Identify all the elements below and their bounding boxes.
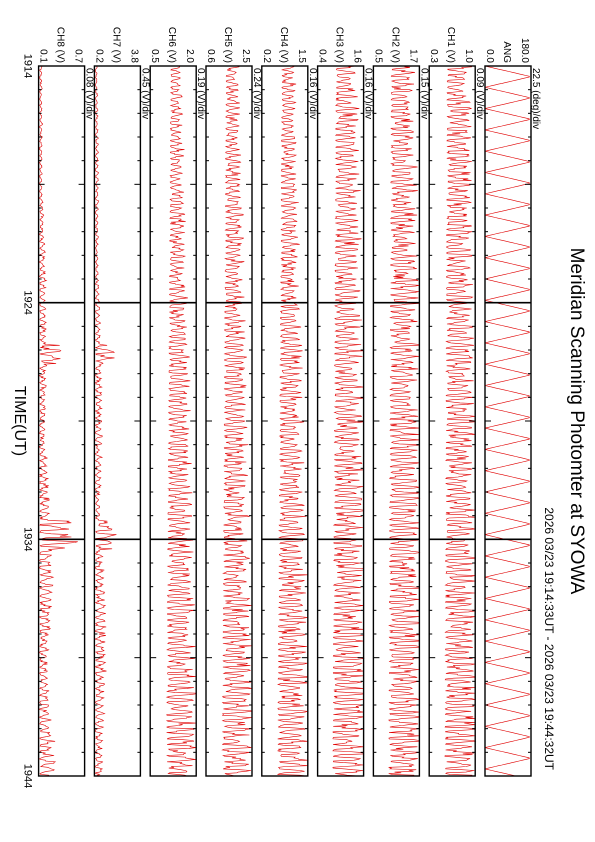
unit-label-ch6: CH6 (V)	[166, 27, 177, 63]
figure-root: Meridian Scanning Photomter at SYOWA 202…	[11, 27, 587, 788]
ymin-label-ch3: 0.4	[317, 49, 328, 63]
ymax-label-ch1: 1.0	[463, 49, 474, 63]
unit-label-ch3: CH3 (V)	[334, 27, 345, 63]
ymax-label-ang: 180.0	[519, 38, 530, 63]
panel-frame-ang	[484, 65, 532, 777]
unit-label-ch4: CH4 (V)	[278, 27, 289, 63]
panel-ch4: 1.5 0.2 CH4 (V) 0.16 (V)/div	[261, 27, 318, 777]
x-tick-label: 1924	[22, 290, 34, 314]
scale-label-ch3: 0.16 (V)/div	[363, 68, 374, 119]
panel-ch6: 2.0 0.5 CH6 (V) 0.19 (V)/div	[149, 27, 206, 777]
trace-ang	[484, 65, 530, 777]
unit-label-ch5: CH5 (V)	[222, 27, 233, 63]
ymax-label-ch8: 0.7	[73, 49, 84, 63]
panel-ch7: 3.8 0.2 CH7 (V) 0.45 (V)/div	[93, 27, 150, 777]
x-tick-labels: 1914 1924 1934 1944	[22, 54, 34, 788]
scale-label-ang: 22.5 (deg)/div	[530, 68, 541, 129]
ymax-label-ch7: 3.8	[128, 49, 139, 63]
x-tick-label: 1914	[22, 54, 34, 78]
unit-label-ch1: CH1 (V)	[445, 27, 456, 63]
ymax-label-ch3: 1.6	[352, 49, 363, 63]
chart-title: Meridian Scanning Photomter at SYOWA	[566, 248, 587, 595]
scale-label-ch7: 0.45 (V)/div	[139, 68, 150, 119]
trace-ch6	[165, 65, 197, 777]
scale-label-ch5: 0.24 (V)/div	[251, 68, 262, 119]
x-axis-label: TIME(UT)	[11, 386, 28, 456]
panel-ang: 180.0 0.0 ANG 22.5 (deg)/div	[484, 38, 541, 777]
ymin-label-ch1: 0.3	[428, 49, 439, 63]
panel-frame-ch2	[372, 65, 421, 777]
scale-label-ch6: 0.19 (V)/div	[195, 68, 206, 119]
panels: 180.0 0.0 ANG 22.5 (deg)/div 1.0 0.3 CH1 (V) 0.…	[38, 27, 541, 777]
panel-ch5: 2.5 0.6 CH5 (V) 0.24 (V)/div	[205, 27, 262, 777]
panel-ch3: 1.6 0.4 CH3 (V) 0.16 (V)/div	[317, 27, 374, 777]
ymin-label-ang: 0.0	[484, 49, 495, 63]
ymax-label-ch2: 1.7	[407, 49, 418, 63]
panel-ch2: 1.7 0.5 CH2 (V) 0.15 (V)/div	[372, 27, 429, 777]
ymax-label-ch4: 1.5	[296, 49, 307, 63]
ymax-label-ch5: 2.5	[240, 49, 251, 63]
time-range: 2026 03/23 19:14:33UT - 2026 03/23 19:44…	[542, 507, 556, 770]
panel-ch1: 1.0 0.3 CH1 (V) 0.09 (V)/div	[428, 27, 485, 777]
unit-label-ch8: CH8 (V)	[55, 27, 66, 63]
ymin-label-ch4: 0.2	[261, 49, 272, 63]
trace-ch8	[38, 65, 78, 777]
trace-ch4	[277, 65, 309, 777]
ymax-label-ch6: 2.0	[184, 49, 195, 63]
unit-label-ch7: CH7 (V)	[110, 27, 121, 63]
ymin-label-ch7: 0.2	[93, 49, 104, 63]
trace-ch5	[221, 65, 253, 777]
scale-label-ch2: 0.15 (V)/div	[418, 68, 429, 119]
scale-label-ch8: 0.08 (V)/div	[84, 68, 95, 119]
unit-label-ang: ANG	[501, 41, 512, 63]
scale-label-ch1: 0.09 (V)/div	[474, 68, 485, 119]
panel-ch8: 0.7 0.1 CH8 (V) 0.08 (V)/div	[38, 27, 95, 777]
unit-label-ch2: CH2 (V)	[389, 27, 400, 63]
ymin-label-ch5: 0.6	[205, 49, 216, 63]
x-tick-label: 1934	[22, 527, 34, 551]
ymin-label-ch6: 0.5	[149, 49, 160, 63]
x-tick-label: 1944	[22, 764, 34, 788]
ymin-label-ch8: 0.1	[38, 49, 49, 63]
ymin-label-ch2: 0.5	[372, 49, 383, 63]
scale-label-ch4: 0.16 (V)/div	[307, 68, 318, 119]
